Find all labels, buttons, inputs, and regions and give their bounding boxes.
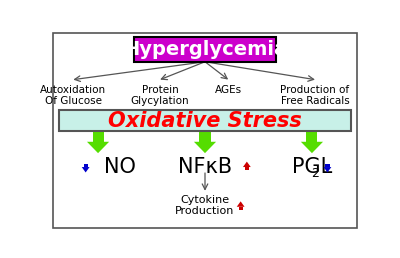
Text: Hyperglycemia: Hyperglycemia <box>123 40 287 59</box>
Bar <box>155 110 165 120</box>
Text: Autoxidation
Of Glucose: Autoxidation Of Glucose <box>40 85 106 106</box>
Text: AGEs: AGEs <box>215 85 242 95</box>
Polygon shape <box>63 120 83 131</box>
Bar <box>92 131 104 142</box>
Polygon shape <box>301 142 323 153</box>
Bar <box>306 131 318 142</box>
Polygon shape <box>82 167 90 172</box>
Bar <box>310 110 320 120</box>
Polygon shape <box>243 162 251 167</box>
Bar <box>84 164 88 167</box>
Text: Oxidative Stress: Oxidative Stress <box>108 111 302 131</box>
Text: Protein
Glycylation: Protein Glycylation <box>131 85 189 106</box>
Polygon shape <box>237 201 244 207</box>
Polygon shape <box>150 120 170 131</box>
Text: PGL: PGL <box>292 157 332 177</box>
Text: Production of
Free Radicals: Production of Free Radicals <box>280 85 350 106</box>
Bar <box>134 37 276 62</box>
Bar <box>68 110 78 120</box>
Bar <box>200 131 210 142</box>
Text: 2: 2 <box>311 166 319 180</box>
Polygon shape <box>194 142 216 153</box>
Bar <box>238 207 243 210</box>
Polygon shape <box>305 120 325 131</box>
Text: NFκB: NFκB <box>178 157 232 177</box>
Bar <box>223 110 233 120</box>
Polygon shape <box>87 142 109 153</box>
Bar <box>325 164 330 167</box>
Text: NO: NO <box>104 157 136 177</box>
Bar <box>59 110 351 131</box>
Polygon shape <box>324 167 331 172</box>
Bar <box>245 167 249 170</box>
Text: Cytokine
Production: Cytokine Production <box>175 195 235 216</box>
Polygon shape <box>218 120 238 131</box>
